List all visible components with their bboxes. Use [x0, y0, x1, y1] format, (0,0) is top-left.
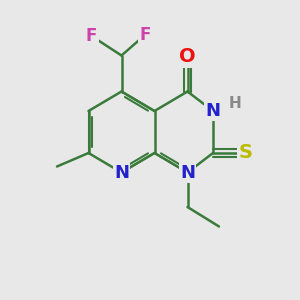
Text: N: N — [206, 102, 220, 120]
Text: F: F — [86, 27, 97, 45]
Text: O: O — [179, 47, 196, 67]
Text: N: N — [180, 164, 195, 181]
Text: F: F — [140, 26, 151, 44]
Text: H: H — [229, 96, 242, 111]
Text: S: S — [239, 143, 253, 163]
Text: N: N — [114, 164, 129, 181]
